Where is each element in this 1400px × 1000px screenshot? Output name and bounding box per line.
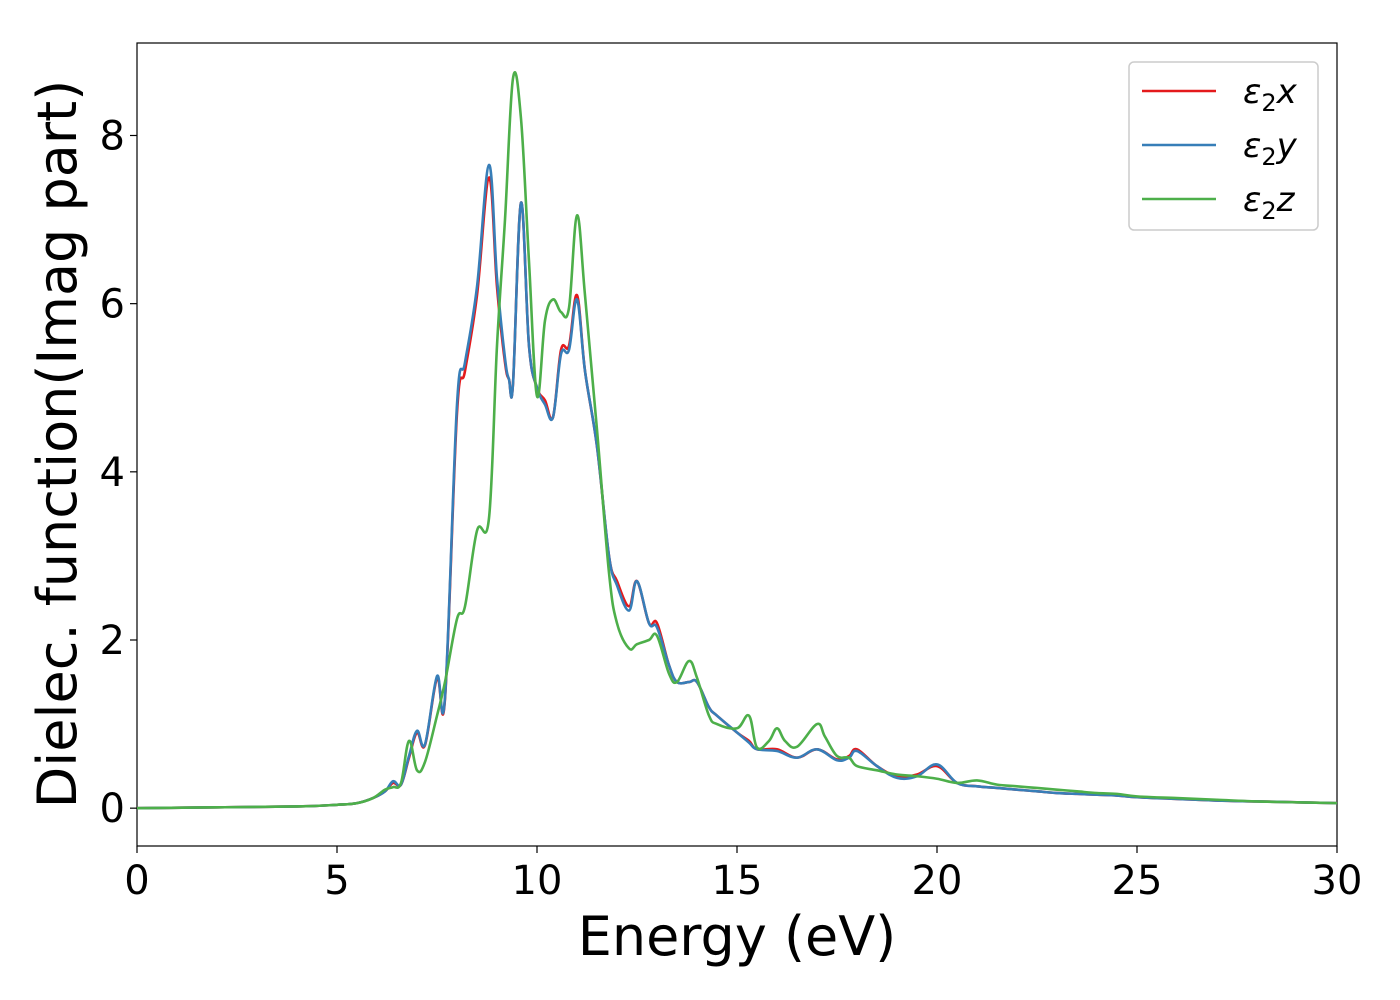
y-tick-label: 6 bbox=[100, 282, 125, 328]
x-tick-label: 20 bbox=[912, 858, 963, 904]
legend-label-x: ε2x bbox=[1243, 72, 1298, 117]
legend-frame bbox=[1128, 61, 1319, 231]
y-tick-label: 8 bbox=[100, 113, 125, 159]
y-tick-label: 0 bbox=[100, 786, 125, 832]
x-tick-label: 30 bbox=[1312, 858, 1363, 904]
legend-label-y: ε2y bbox=[1243, 126, 1298, 171]
series-layer bbox=[136, 70, 1338, 810]
y-axis-label: Dielec. function(Imag part) bbox=[26, 80, 89, 809]
y-tick-label: 4 bbox=[100, 450, 125, 496]
y-tick-label: 2 bbox=[100, 618, 125, 664]
x-ticks: 0 5 10 15 20 25 30 bbox=[124, 846, 1362, 904]
x-tick-label: 5 bbox=[324, 858, 349, 904]
series-line-z bbox=[136, 70, 1338, 810]
x-axis-label: Energy (eV) bbox=[578, 905, 897, 968]
y-ticks: 0 2 4 6 8 bbox=[100, 113, 137, 832]
x-tick-label: 25 bbox=[1112, 858, 1163, 904]
series-line-y bbox=[136, 163, 1338, 810]
legend: ε2x ε2y ε2z bbox=[1128, 61, 1319, 231]
x-tick-label: 15 bbox=[712, 858, 763, 904]
legend-entries: ε2x ε2y ε2z bbox=[1142, 72, 1298, 225]
x-tick-label: 0 bbox=[124, 858, 149, 904]
x-tick-label: 10 bbox=[512, 858, 563, 904]
legend-label-z: ε2z bbox=[1243, 180, 1296, 225]
